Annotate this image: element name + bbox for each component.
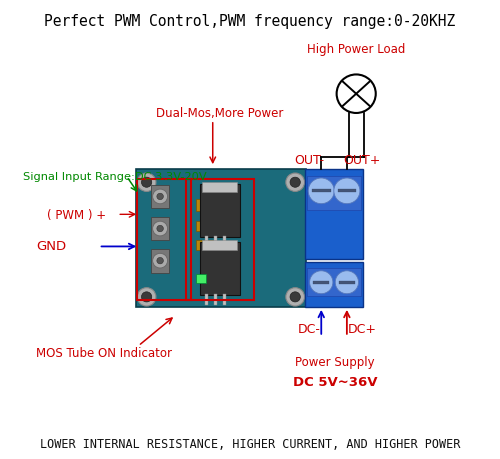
Text: GND: GND [36, 239, 66, 252]
Bar [138, 179, 191, 301]
Bar [196, 222, 213, 232]
Bar [196, 274, 206, 284]
Text: High Power Load: High Power Load [307, 43, 406, 56]
Bar [339, 281, 355, 284]
Circle shape [290, 178, 300, 188]
Bar [202, 241, 237, 251]
Text: DC-: DC- [298, 322, 320, 336]
Bar [305, 263, 363, 307]
Bar [200, 185, 240, 237]
Bar [186, 179, 254, 301]
Text: OUT-: OUT- [294, 153, 324, 166]
Bar [152, 185, 169, 209]
Text: MOS Tube ON Indicator: MOS Tube ON Indicator [36, 347, 172, 359]
Bar [308, 176, 361, 211]
Circle shape [152, 254, 168, 269]
Bar [214, 236, 217, 247]
Text: ( PWM ) +: ( PWM ) + [48, 208, 106, 221]
Circle shape [142, 292, 152, 302]
Circle shape [157, 194, 164, 200]
Circle shape [286, 288, 304, 306]
Bar [205, 294, 208, 305]
Bar [308, 269, 361, 297]
Bar [152, 217, 169, 241]
Bar [136, 170, 306, 307]
Circle shape [310, 271, 333, 294]
Bar [312, 190, 330, 193]
Circle shape [142, 178, 152, 188]
Bar [338, 190, 356, 193]
Bar [305, 170, 363, 259]
Bar [224, 294, 226, 305]
Text: Perfect PWM Control,PWM frequency range:0-20KHZ: Perfect PWM Control,PWM frequency range:… [44, 14, 456, 29]
Bar [308, 176, 361, 211]
Bar [200, 242, 240, 295]
Text: Power Supply: Power Supply [296, 356, 375, 369]
Bar [202, 183, 237, 193]
Text: DC+: DC+ [348, 322, 376, 336]
Circle shape [286, 174, 304, 192]
Circle shape [152, 222, 168, 236]
Circle shape [335, 271, 358, 294]
Circle shape [334, 179, 360, 204]
Text: LOWER INTERNAL RESISTANCE, HIGHER CURRENT, AND HIGHER POWER: LOWER INTERNAL RESISTANCE, HIGHER CURREN… [40, 437, 460, 450]
Circle shape [157, 226, 164, 232]
Circle shape [308, 179, 334, 204]
Circle shape [336, 75, 376, 114]
Bar [205, 236, 208, 247]
Circle shape [138, 288, 156, 306]
Bar [152, 249, 169, 273]
Bar [196, 240, 213, 250]
Text: DC 5V~36V: DC 5V~36V [293, 375, 378, 388]
Bar [308, 269, 361, 297]
Bar [214, 294, 217, 305]
Bar [196, 200, 215, 211]
Circle shape [290, 292, 300, 302]
Text: Signal Input Range:DC 3.3V-20V: Signal Input Range:DC 3.3V-20V [22, 172, 206, 182]
Bar [314, 281, 329, 284]
Bar [224, 236, 226, 247]
Circle shape [152, 190, 168, 204]
Text: OUT+: OUT+ [343, 153, 380, 166]
Circle shape [138, 174, 156, 192]
Circle shape [157, 258, 164, 264]
Text: Dual-Mos,More Power: Dual-Mos,More Power [156, 106, 284, 120]
